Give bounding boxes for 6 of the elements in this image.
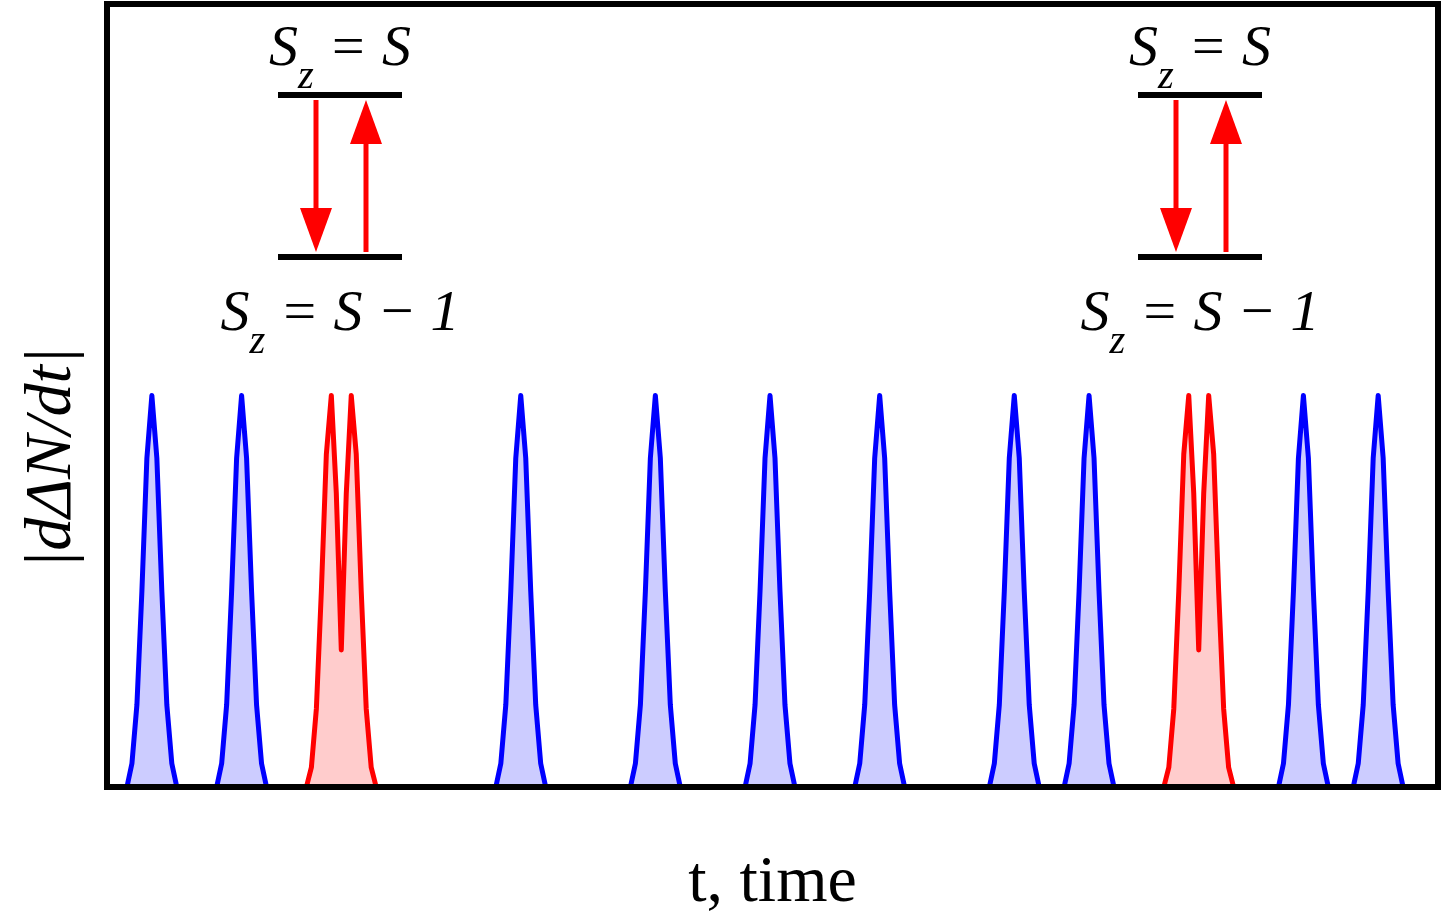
text: S$_{z}$ = S − 1 xyxy=(220,278,460,362)
y-axis-title: |dΔN/dt| xyxy=(10,347,84,569)
text: S$_{z}$ = S xyxy=(269,13,411,97)
text: S$_{z}$ = S xyxy=(1129,13,1271,97)
text: S$_{z}$ = S − 1 xyxy=(1080,278,1320,362)
x-axis-title: t, time xyxy=(688,841,857,915)
